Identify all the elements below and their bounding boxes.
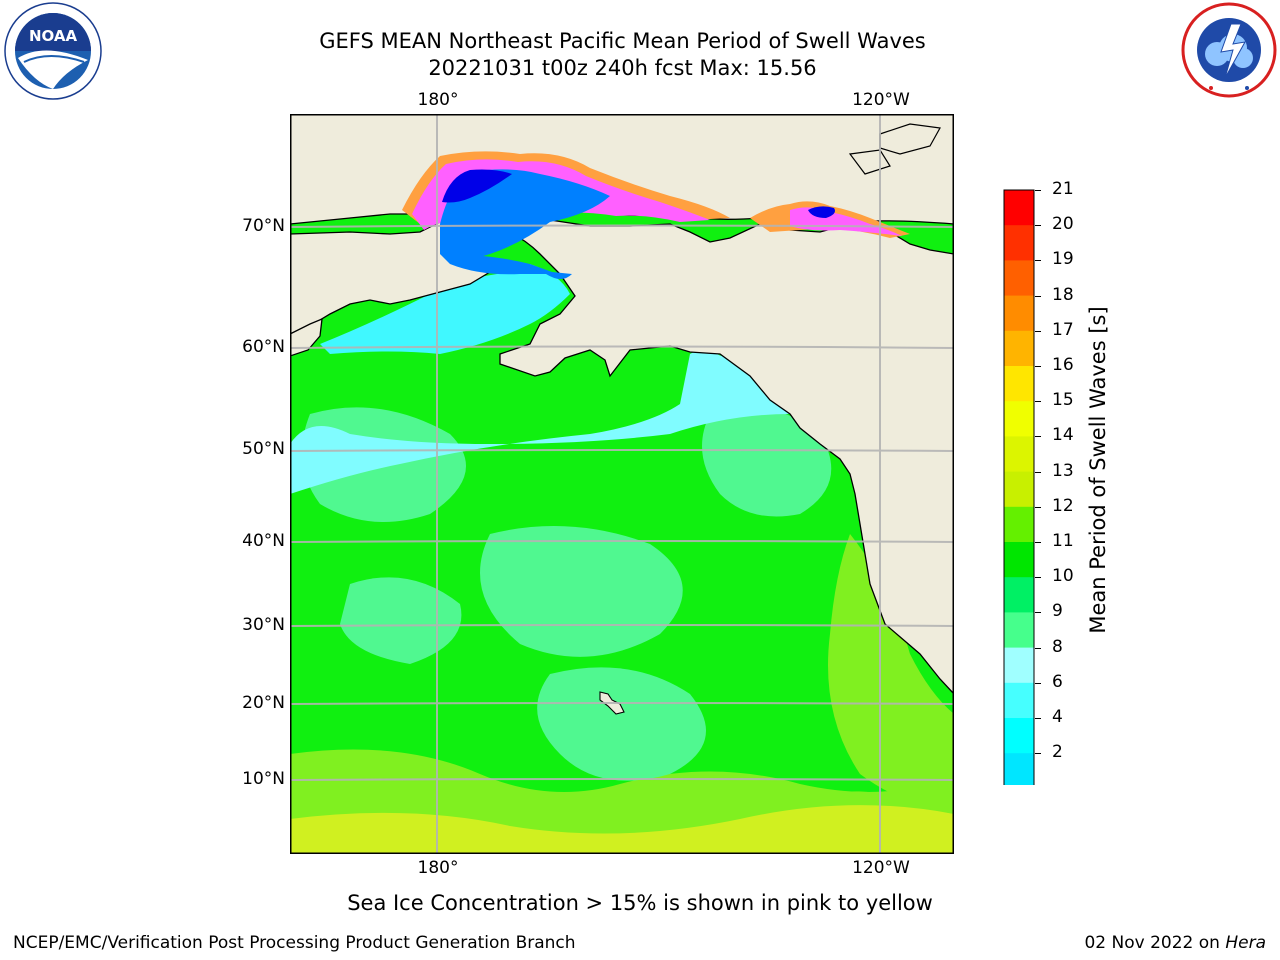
colorbar-segment bbox=[1004, 647, 1034, 684]
colorbar bbox=[1003, 189, 1037, 853]
lon-label-bottom-180: 180° bbox=[417, 858, 459, 878]
lat-label-10n: 10°N bbox=[242, 769, 285, 789]
colorbar-tick-label: 6 bbox=[1052, 671, 1063, 692]
colorbar-tick-mark bbox=[1035, 612, 1041, 614]
land-kamchatka bbox=[290, 317, 323, 357]
colorbar-tick-label: 9 bbox=[1052, 601, 1063, 622]
colorbar-tick-label: 16 bbox=[1052, 355, 1074, 375]
colorbar-tick-label: 21 bbox=[1052, 179, 1074, 199]
colorbar-tick-label: 20 bbox=[1052, 214, 1074, 235]
colorbar-segment bbox=[1004, 718, 1034, 754]
colorbar-tick-label: 15 bbox=[1052, 390, 1074, 411]
colorbar-segment bbox=[1004, 330, 1034, 367]
noaa-logo: NOAA bbox=[4, 2, 102, 100]
lon-label-top-180: 180° bbox=[417, 90, 459, 110]
colorbar-tick-label: 17 bbox=[1052, 319, 1074, 340]
sea-ice-note: Sea Ice Concentration > 15% is shown in … bbox=[347, 891, 933, 915]
ocean-mint-patch-5 bbox=[340, 577, 462, 664]
map-plot bbox=[290, 114, 954, 854]
footer-machine: Hera bbox=[1225, 933, 1266, 953]
colorbar-tick-mark bbox=[1035, 330, 1041, 332]
ocean-cyan-bering bbox=[320, 264, 570, 354]
colorbar-tick-mark bbox=[1035, 682, 1041, 684]
footer-date: 02 Nov 2022 on bbox=[1084, 933, 1226, 953]
colorbar-tick-mark bbox=[1035, 260, 1041, 262]
colorbar-segment bbox=[1004, 542, 1034, 578]
graticule bbox=[290, 114, 954, 854]
colorbar-tick-label: 8 bbox=[1052, 636, 1063, 657]
colorbar-segment bbox=[1004, 225, 1034, 261]
colorbar-tick-mark bbox=[1035, 366, 1041, 367]
colorbar-tick-label: 12 bbox=[1052, 495, 1074, 516]
sea-ice-darkblue-beaufort bbox=[808, 206, 835, 218]
ocean-southern-lightgreen bbox=[290, 749, 954, 834]
colorbar-segment bbox=[1004, 506, 1034, 543]
colorbar-segment bbox=[1004, 401, 1034, 437]
colorbar-tick-mark bbox=[1035, 577, 1041, 579]
colorbar-tick-label: 13 bbox=[1052, 460, 1074, 481]
colorbar-segment bbox=[1004, 612, 1034, 649]
ocean-mint-patch-4 bbox=[702, 407, 832, 517]
lat-label-30n: 30°N bbox=[242, 615, 285, 635]
nws-logo bbox=[1181, 2, 1277, 98]
ocean-cyan-north bbox=[290, 344, 812, 494]
colorbar-tick-mark bbox=[1035, 506, 1041, 508]
colorbar-segment bbox=[1004, 260, 1034, 297]
colorbar-tick-mark bbox=[1035, 542, 1041, 543]
footer-left: NCEP/EMC/Verification Post Processing Pr… bbox=[13, 933, 576, 953]
ocean-east-lightgreen bbox=[828, 534, 954, 814]
ocean-mint-patch-3 bbox=[537, 667, 706, 781]
colorbar-tick-label: 4 bbox=[1052, 707, 1063, 727]
footer-right: 02 Nov 2022 on Hera bbox=[1084, 933, 1266, 953]
map-border bbox=[290, 114, 954, 854]
colorbar-tick-mark bbox=[1035, 295, 1041, 297]
sea-ice-blue-bering bbox=[440, 254, 572, 279]
colorbar-tick-mark bbox=[1035, 436, 1041, 438]
colorbar-tick-mark bbox=[1035, 225, 1041, 227]
colorbar-title: Mean Period of Swell Waves [s] bbox=[1086, 306, 1110, 634]
lat-label-60n: 60°N bbox=[242, 337, 285, 357]
colorbar-segment bbox=[1004, 471, 1034, 508]
sea-ice-darkblue-chukchi bbox=[442, 169, 512, 203]
colorbar-segment bbox=[1004, 366, 1034, 402]
colorbar-segment bbox=[1004, 190, 1034, 226]
colorbar-segment bbox=[1004, 295, 1034, 332]
chart-title-line1: GEFS MEAN Northeast Pacific Mean Period … bbox=[319, 29, 926, 53]
lat-label-50n: 50°N bbox=[242, 439, 285, 459]
lat-label-70n: 70°N bbox=[242, 216, 285, 236]
lat-label-20n: 20°N bbox=[242, 693, 285, 713]
colorbar-tick-label: 18 bbox=[1052, 284, 1074, 305]
colorbar-segment bbox=[1004, 682, 1034, 719]
colorbar-tick-mark bbox=[1035, 647, 1041, 649]
colorbar-segment bbox=[1004, 436, 1034, 473]
colorbar-tick-mark bbox=[1035, 471, 1041, 473]
noaa-logo-text: NOAA bbox=[29, 27, 78, 45]
colorbar-segment bbox=[1004, 577, 1034, 613]
colorbar-tick-label: 19 bbox=[1052, 249, 1074, 270]
lon-label-top-120w: 120°W bbox=[852, 90, 910, 110]
colorbar-segment bbox=[1004, 753, 1034, 789]
colorbar-tick-mark bbox=[1035, 753, 1041, 755]
colorbar-tick-label: 2 bbox=[1052, 742, 1063, 763]
lat-label-40n: 40°N bbox=[242, 531, 285, 551]
colorbar-tick-label: 10 bbox=[1052, 566, 1074, 587]
chart-title-line2: 20221031 t00z 240h fcst Max: 15.56 bbox=[428, 56, 817, 80]
colorbar-tick-mark bbox=[1035, 190, 1041, 191]
colorbar-tick-label: 11 bbox=[1052, 531, 1074, 551]
lon-label-bottom-120w: 120°W bbox=[852, 858, 910, 878]
colorbar-tick-label: 14 bbox=[1052, 425, 1074, 446]
colorbar-tick-mark bbox=[1035, 401, 1041, 403]
colorbar-tick-mark bbox=[1035, 718, 1041, 719]
